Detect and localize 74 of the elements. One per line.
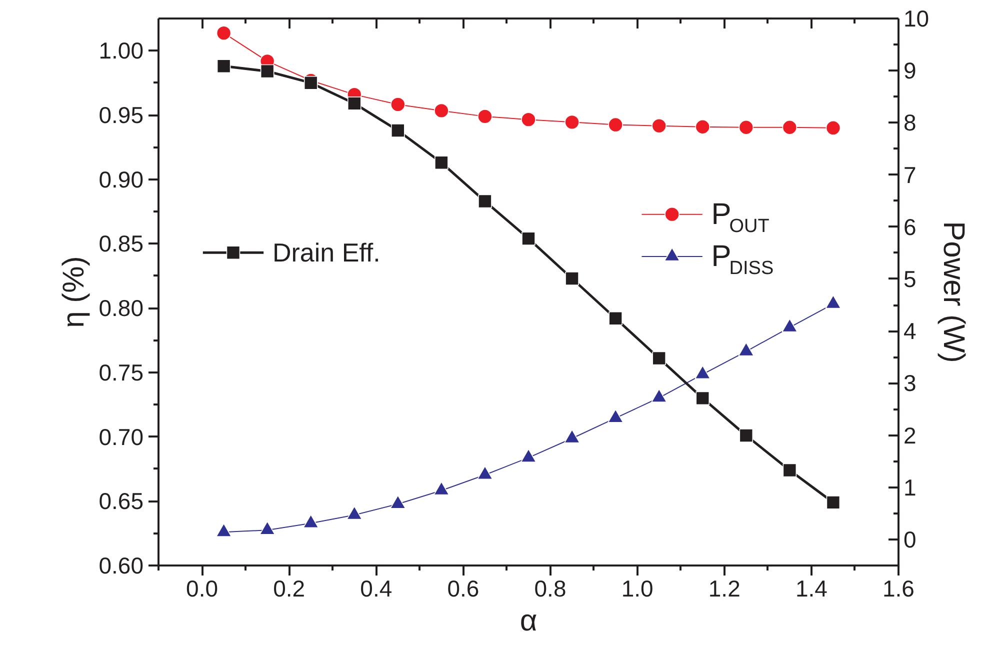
point xyxy=(391,124,405,138)
point xyxy=(696,391,710,406)
point xyxy=(564,114,580,130)
point xyxy=(738,342,754,356)
x-tick-label: 1.6 xyxy=(882,576,914,602)
x-tick-label: 1.4 xyxy=(795,576,828,602)
point xyxy=(652,351,666,366)
point xyxy=(651,388,667,402)
y2-tick-label: 3 xyxy=(904,370,916,396)
y-tick-label: 0.95 xyxy=(98,102,144,128)
point xyxy=(738,120,754,135)
point xyxy=(216,26,232,40)
point xyxy=(260,64,274,78)
point xyxy=(739,428,754,442)
y2-tick-label: 6 xyxy=(904,214,916,240)
point xyxy=(347,96,362,110)
point xyxy=(216,59,231,74)
y-tick-label: 0.90 xyxy=(98,166,144,192)
x-tick-label: 0.2 xyxy=(273,576,306,602)
y2-tick-label: 7 xyxy=(904,162,916,188)
point xyxy=(565,272,579,286)
point xyxy=(520,448,536,462)
point xyxy=(478,194,492,208)
point xyxy=(390,97,406,112)
y-tick-label: 0.85 xyxy=(98,230,144,257)
point xyxy=(694,365,711,380)
y-axis-title: η (%) xyxy=(58,256,91,328)
point xyxy=(259,521,276,535)
y2-tick-label: 0 xyxy=(904,526,916,552)
point xyxy=(782,120,798,135)
point xyxy=(782,318,798,332)
x-axis-title: α xyxy=(520,604,538,638)
point xyxy=(695,119,710,134)
y-tick-label: 0.60 xyxy=(98,552,144,578)
y2-tick-label: 1 xyxy=(904,474,916,500)
point xyxy=(825,294,842,309)
point xyxy=(216,523,232,537)
point xyxy=(521,112,536,127)
y2-tick-label: 9 xyxy=(904,58,916,84)
y2-axis-title: Power (W) xyxy=(937,221,970,363)
x-tick-label: 0.4 xyxy=(360,576,392,602)
point xyxy=(826,120,841,136)
y-tick-label: 1.00 xyxy=(98,38,144,64)
point xyxy=(564,429,580,444)
point xyxy=(608,311,622,326)
x-tick-label: 0.6 xyxy=(447,576,480,602)
point xyxy=(434,156,448,170)
point xyxy=(826,496,840,510)
y2-tick-label: 5 xyxy=(904,266,916,292)
y-tick-label: 0.65 xyxy=(98,488,144,514)
point xyxy=(434,103,449,118)
y2-tick-label: 2 xyxy=(904,422,916,448)
y-tick-label: 0.75 xyxy=(98,359,144,386)
point xyxy=(302,514,319,528)
y2-tick-label: 4 xyxy=(904,318,916,344)
point xyxy=(608,117,623,132)
x-tick-label: 0.8 xyxy=(534,576,566,602)
y2-tick-label: 10 xyxy=(904,6,930,32)
y2-tick-label: 8 xyxy=(904,110,916,136)
point xyxy=(478,109,492,124)
x-tick-label: 1.2 xyxy=(708,576,740,602)
legend-label: Drain Eff. xyxy=(272,238,380,268)
x-tick-label: 0.0 xyxy=(186,576,218,602)
point xyxy=(346,506,362,520)
point xyxy=(390,494,406,509)
point xyxy=(608,409,624,423)
x-tick-label: 1.0 xyxy=(621,576,654,602)
point xyxy=(434,481,450,496)
y-tick-label: 0.80 xyxy=(98,295,144,322)
point xyxy=(522,232,536,246)
point xyxy=(652,118,666,134)
point xyxy=(782,463,797,478)
y-tick-label: 0.70 xyxy=(98,424,144,450)
point xyxy=(477,466,493,480)
